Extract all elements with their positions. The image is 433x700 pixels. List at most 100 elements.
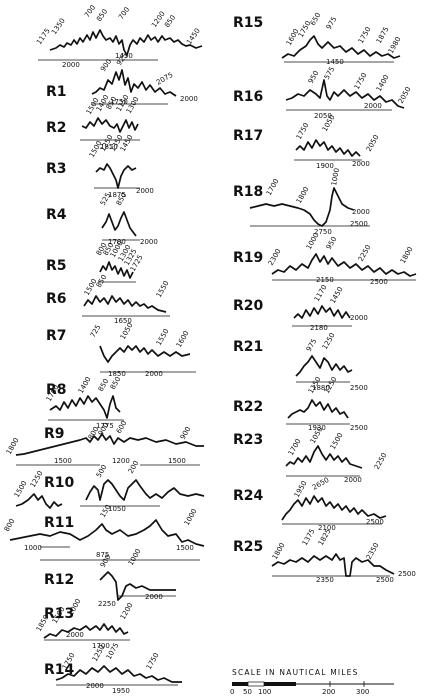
depth-label: 2250 bbox=[357, 244, 373, 263]
depth-label: 1450 bbox=[185, 27, 202, 46]
profile-R21: R21 975 1250 1880 2500 bbox=[233, 332, 368, 392]
profile-label: R2 bbox=[46, 120, 67, 136]
depth-label: 975 bbox=[305, 337, 319, 353]
baseline-label: 2000 bbox=[66, 631, 84, 639]
depth-label: 1875 bbox=[108, 191, 126, 199]
depth-label: 1800 bbox=[5, 437, 21, 456]
depth-label: 725 bbox=[89, 323, 103, 339]
depth-label: 800 bbox=[3, 517, 17, 533]
profile-line bbox=[99, 571, 176, 601]
profile-label: R21 bbox=[233, 339, 263, 355]
depth-label: 875 bbox=[96, 551, 109, 559]
depth-label: 1700 bbox=[108, 238, 126, 246]
depth-label: 1950 bbox=[112, 687, 130, 695]
depth-label: 1175 bbox=[35, 27, 52, 46]
profile-label: R8 bbox=[46, 382, 67, 398]
depth-label: 975 bbox=[325, 15, 339, 31]
profile-label: R13 bbox=[44, 606, 74, 622]
depth-label: 500 bbox=[95, 463, 109, 479]
profile-line bbox=[49, 395, 121, 419]
depth-label: 1050 bbox=[108, 505, 126, 513]
scale-tick-label: 50 bbox=[243, 688, 252, 696]
profile-label: R4 bbox=[46, 207, 67, 223]
profile-line bbox=[99, 345, 191, 363]
depth-label: 1750 bbox=[357, 26, 373, 45]
depth-label: 1750 bbox=[353, 72, 369, 91]
profile-line bbox=[271, 253, 417, 277]
depth-label: 2000 bbox=[140, 238, 158, 246]
scale-segment bbox=[247, 681, 265, 687]
depth-label: 1400 bbox=[375, 74, 391, 93]
profile-line bbox=[15, 493, 63, 509]
depth-label: 2180 bbox=[310, 324, 328, 332]
profile-line bbox=[9, 519, 205, 547]
profile-line bbox=[43, 623, 129, 639]
depth-label: 2000 bbox=[180, 95, 198, 103]
profile-R5: R5 800 850 1000 1300 1325 1725 bbox=[46, 240, 145, 283]
depth-label: 1700 bbox=[92, 642, 110, 650]
depth-label: 2650 bbox=[311, 476, 330, 492]
depth-label: 2350 bbox=[365, 542, 381, 561]
depth-label: 1000 bbox=[127, 548, 143, 567]
depth-label: 1550 bbox=[155, 328, 171, 347]
depth-label: 950 bbox=[325, 235, 339, 251]
profile-label: R22 bbox=[233, 399, 263, 415]
depth-label: 1450 bbox=[329, 286, 345, 305]
depth-label: 1200 bbox=[119, 602, 135, 621]
profile-label: R23 bbox=[233, 432, 263, 448]
baseline-label: 2500 bbox=[376, 576, 394, 584]
depth-label: 2500 bbox=[398, 570, 416, 578]
depth-label: 1250 bbox=[321, 332, 337, 351]
profile-line bbox=[95, 163, 137, 189]
profile-line bbox=[55, 665, 182, 683]
profile-line bbox=[81, 117, 139, 133]
profile-label: R19 bbox=[233, 250, 263, 266]
profile-label: R18 bbox=[233, 184, 263, 200]
profile-label: R17 bbox=[233, 128, 263, 144]
depth-label: 1800 bbox=[271, 542, 287, 561]
profile-line bbox=[99, 261, 134, 279]
depth-label: 2500 bbox=[350, 220, 368, 228]
profile-label: R15 bbox=[233, 15, 263, 31]
depth-label: 1800 bbox=[399, 246, 415, 265]
depth-label: 1250 bbox=[323, 376, 339, 395]
depth-label: 1750 bbox=[295, 122, 311, 141]
depth-label: 1750 bbox=[110, 98, 128, 106]
profile-line bbox=[285, 79, 405, 109]
baseline-label: 1000 bbox=[24, 544, 42, 552]
profile-label: R20 bbox=[233, 298, 264, 314]
depth-label: 1400 bbox=[77, 376, 93, 395]
depth-label: 1450 bbox=[115, 52, 133, 60]
depth-label: 1800 bbox=[295, 186, 311, 205]
scale-title: SCALE IN NAUTICAL MILES bbox=[232, 668, 359, 677]
depth-label: 950 bbox=[307, 69, 321, 85]
depth-label: 1000 bbox=[67, 598, 83, 617]
depth-label: 2500 bbox=[350, 384, 368, 392]
depth-label: 850 bbox=[95, 273, 109, 289]
depth-label: 1750 bbox=[145, 652, 161, 671]
profile-label: R16 bbox=[233, 89, 263, 105]
depth-label: 2300 bbox=[267, 248, 283, 267]
depth-label: 2250 bbox=[373, 452, 389, 471]
depth-label: 2350 bbox=[316, 576, 334, 584]
profile-label: R9 bbox=[44, 426, 65, 442]
scale-tick-label: 0 bbox=[230, 688, 234, 696]
profile-R4: R4 525 850 1700 2000 bbox=[46, 191, 158, 246]
depth-label: 2000 bbox=[352, 208, 370, 216]
depth-label: 2000 bbox=[350, 314, 368, 322]
profile-line bbox=[249, 187, 355, 227]
profile-line bbox=[287, 399, 349, 419]
baseline-label: 2000 bbox=[364, 102, 382, 110]
depth-label: 2050 bbox=[365, 134, 381, 153]
baseline-label: 1500 bbox=[168, 457, 186, 465]
depth-label: 2000 bbox=[344, 476, 362, 484]
depth-label: 2000 bbox=[145, 370, 163, 378]
profile-line bbox=[271, 553, 395, 577]
profile-label: R10 bbox=[44, 475, 75, 491]
profile-R3: R3 1500 1250 1350 1450 1875 2000 bbox=[46, 134, 154, 199]
profile-R9: R9 1800 800 900 600 900 1200 1500 1500 bbox=[5, 419, 204, 466]
profile-R8: R8 1700 1400 850 850 1775 bbox=[45, 375, 124, 430]
profile-R15: R15 1600 1750 650 975 1750 1875 1450 198… bbox=[233, 11, 403, 66]
profile-line bbox=[295, 355, 353, 377]
